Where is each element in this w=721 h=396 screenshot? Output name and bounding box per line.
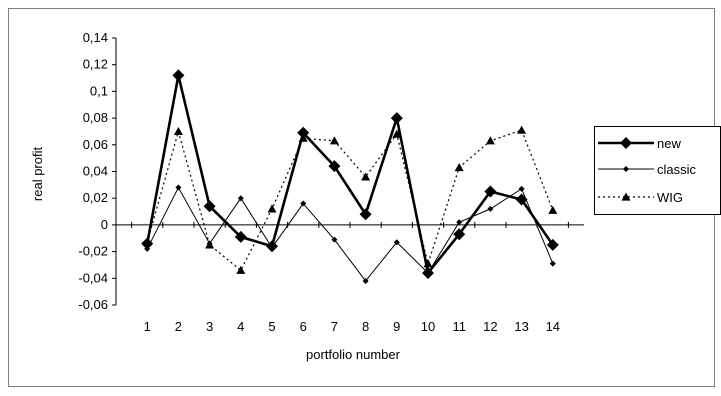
- data-point-new: [297, 126, 310, 139]
- x-tick-label: 11: [452, 319, 466, 334]
- series-line-classic: [146, 186, 554, 282]
- y-tick-label: 0,12: [83, 57, 108, 72]
- data-point-wig: [454, 162, 464, 172]
- legend-box: [594, 126, 721, 215]
- data-point-wig: [267, 204, 277, 213]
- x-axis-title: portfolio number: [306, 347, 401, 362]
- y-tick-label: 0,1: [90, 83, 108, 98]
- y-tick-label: 0,02: [83, 190, 108, 205]
- y-tick-label: 0: [101, 217, 108, 232]
- data-point-new: [422, 266, 434, 279]
- data-point-new: [484, 185, 497, 198]
- data-point-new: [359, 208, 372, 221]
- legend-marker: [620, 137, 632, 149]
- data-point-new: [515, 193, 528, 206]
- y-tick-label: 0,14: [83, 30, 108, 45]
- legend-item-new: new: [598, 136, 681, 151]
- data-point-wig: [548, 205, 558, 214]
- y-tick-label: -0,06: [78, 297, 108, 312]
- data-point-new: [172, 69, 185, 82]
- data-point-wig: [173, 126, 183, 136]
- data-point-new: [141, 237, 154, 250]
- data-point-classic: [456, 219, 463, 226]
- x-tick-label: 3: [206, 319, 213, 334]
- x-tick-label: 5: [268, 319, 275, 334]
- x-tick-label: 4: [237, 319, 244, 334]
- x-tick-label: 6: [300, 319, 307, 334]
- x-tick-label: 8: [362, 319, 369, 334]
- data-point-new: [266, 240, 278, 253]
- data-point-wig: [361, 172, 371, 181]
- legend-label: classic: [657, 162, 697, 177]
- y-tick-label: -0,04: [78, 270, 108, 285]
- x-tick-label: 10: [421, 319, 435, 334]
- data-point-classic: [393, 239, 400, 246]
- series-line-new: [145, 75, 554, 276]
- x-tick-label: 13: [514, 319, 528, 334]
- data-point-new: [203, 200, 216, 213]
- y-tick-label: -0,02: [78, 244, 108, 259]
- data-point-classic: [549, 260, 556, 267]
- data-point-new: [546, 238, 559, 251]
- series-new: [141, 69, 559, 279]
- y-axis-title: real profit: [30, 147, 45, 202]
- series-group: [141, 69, 559, 284]
- legend: new classic WIG: [594, 126, 721, 215]
- x-tick-label: 14: [546, 319, 560, 334]
- legend-item-classic: classic: [598, 162, 697, 177]
- data-point-classic: [300, 200, 307, 207]
- y-tick-label: 0,04: [83, 164, 108, 179]
- data-point-classic: [362, 277, 369, 284]
- legend-label: WIG: [657, 190, 683, 205]
- data-point-classic: [175, 184, 182, 191]
- data-point-wig: [236, 265, 246, 274]
- y-tick-label: 0,08: [83, 110, 108, 125]
- legend-marker: [623, 166, 629, 172]
- y-tick-label: 0,06: [83, 137, 108, 152]
- data-point-new: [234, 230, 247, 243]
- x-tick-label: 2: [175, 319, 182, 334]
- data-point-classic: [331, 236, 338, 243]
- data-point-classic: [206, 240, 213, 247]
- data-point-new: [390, 112, 403, 125]
- x-tick-label: 12: [483, 319, 497, 334]
- tick-labels: 0,14 0,12 0,1 0,08 0,06 0,04 0,02 0 -0,02 -0,04 -0…: [78, 30, 560, 334]
- data-point-classic: [487, 205, 494, 212]
- data-point-wig: [329, 136, 339, 145]
- legend-marker: [621, 192, 631, 201]
- data-point-new: [453, 228, 466, 241]
- x-tick-label: 1: [144, 319, 151, 334]
- legend-items: new classic WIG: [598, 136, 697, 205]
- x-tick-label: 9: [393, 319, 400, 334]
- data-point-wig: [517, 125, 527, 134]
- legend-item-wig: WIG: [598, 190, 683, 205]
- data-point-classic: [518, 185, 525, 192]
- data-point-classic: [237, 195, 244, 202]
- legend-label: new: [657, 136, 681, 151]
- x-tick-label: 7: [331, 319, 338, 334]
- data-point-new: [328, 160, 341, 173]
- data-point-wig: [485, 136, 495, 145]
